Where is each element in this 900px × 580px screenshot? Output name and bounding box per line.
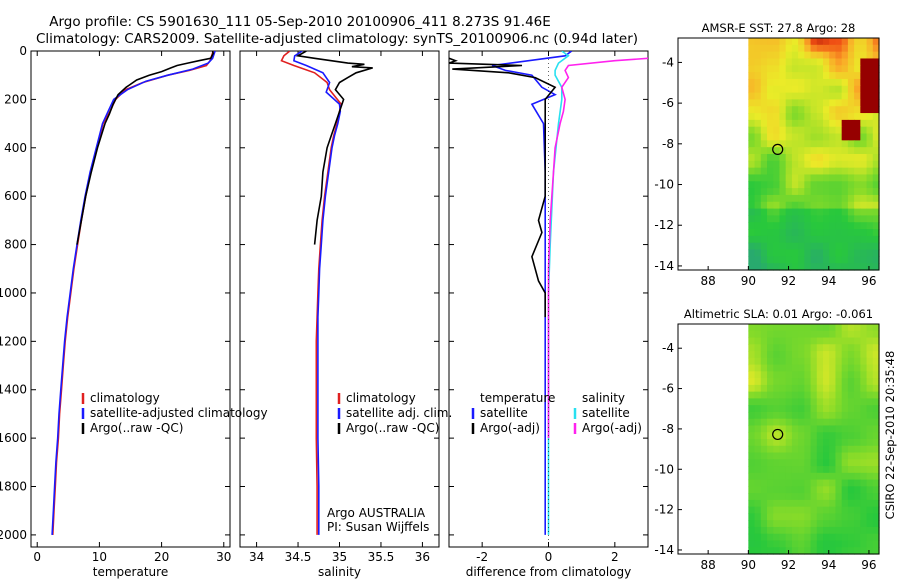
difference-legend-heading: temperature bbox=[480, 391, 555, 405]
salinity-annotation-line1: Argo AUSTRALIA bbox=[327, 506, 426, 520]
temperature-panel: 0 10 20 30 0 200 400 600 800 1000 1200 1400 1600 1800… bbox=[0, 44, 268, 579]
credit-text: CSIRO 22-Sep-2010 20:35:48 bbox=[883, 351, 897, 520]
temperature-legend-entry: Argo(..raw -QC) bbox=[90, 421, 183, 435]
salinity-xtick-label: 35 bbox=[332, 550, 347, 564]
depth-tick-label: 400 bbox=[4, 141, 27, 155]
sla_map-ytick-label: -10 bbox=[654, 462, 674, 476]
sst_map-ytick-label: -12 bbox=[654, 218, 674, 232]
sla_map-ytick-label: -6 bbox=[662, 382, 674, 396]
temperature-xtick-label: 10 bbox=[92, 550, 107, 564]
sla_map-ytick-label: -4 bbox=[662, 341, 674, 355]
temperature-series-black bbox=[76, 51, 215, 245]
difference-xlabel: difference from climatology bbox=[466, 565, 632, 579]
sst_map-panel: AMSR-E SST: 27.8 Argo: 28 88 90 92 94 96 -4 -6 -… bbox=[654, 21, 880, 288]
depth-tick-label: 1600 bbox=[0, 431, 27, 445]
salinity-xtick-label: 34.5 bbox=[285, 550, 312, 564]
temperature-legend-entry: satellite-adjusted climatology bbox=[90, 406, 268, 420]
sla_map-xtick-label: 88 bbox=[701, 558, 716, 572]
depth-tick-label: 2000 bbox=[0, 528, 27, 542]
difference-series-cyan bbox=[547, 51, 570, 535]
depth-tick-label: 0 bbox=[19, 44, 27, 58]
sst_map-axes-frame bbox=[677, 37, 880, 271]
depth-tick-label: 1000 bbox=[0, 286, 27, 300]
salinity-axes-frame bbox=[239, 50, 440, 548]
sst_map-argo-location-marker bbox=[772, 143, 784, 155]
temperature-xlabel: temperature bbox=[93, 565, 168, 579]
temperature-xtick-label: 0 bbox=[33, 550, 41, 564]
difference-temperature-legend-entry: Argo(-adj) bbox=[480, 421, 540, 435]
sst_map-xtick-label: 92 bbox=[781, 274, 796, 288]
temperature-series-red bbox=[52, 51, 214, 535]
sla_map-xtick-label: 96 bbox=[861, 558, 876, 572]
sla_map-ytick-label: -14 bbox=[654, 543, 674, 557]
temperature-legend-entry: climatology bbox=[90, 391, 160, 405]
difference-series-magenta bbox=[547, 57, 648, 439]
sst_map-ytick-label: -4 bbox=[662, 55, 674, 69]
sla_map-argo-location-marker bbox=[772, 428, 784, 441]
depth-tick-label: 800 bbox=[4, 238, 27, 252]
salinity-annotation-line2: PI: Susan Wijffels bbox=[327, 520, 429, 534]
sla_map-ytick-label: -8 bbox=[662, 422, 674, 436]
sst_map-xtick-label: 94 bbox=[821, 274, 836, 288]
temperature-series-blue bbox=[51, 51, 216, 535]
sst_map-title: AMSR-E SST: 27.8 Argo: 28 bbox=[702, 21, 856, 35]
temperature-xtick-label: 30 bbox=[216, 550, 231, 564]
sst_map-ytick-label: -8 bbox=[662, 137, 674, 151]
temperature-xtick-label: 20 bbox=[154, 550, 169, 564]
figure-title-line2: Climatology: CARS2009. Satellite-adjuste… bbox=[36, 31, 638, 47]
salinity-xtick-label: 34 bbox=[249, 550, 264, 564]
salinity-xlabel: salinity bbox=[318, 565, 361, 579]
sla_map-xtick-label: 90 bbox=[741, 558, 756, 572]
sla_map-title: Altimetric SLA: 0.01 Argo: -0.061 bbox=[684, 307, 873, 321]
sst_map-ytick-label: -10 bbox=[654, 178, 674, 192]
salinity-series-red bbox=[280, 51, 343, 535]
difference-salinity-legend-entry: satellite bbox=[582, 406, 630, 420]
sst_map-heatmap-cells bbox=[748, 38, 880, 271]
depth-tick-label: 1800 bbox=[0, 480, 27, 494]
depth-tick-label: 200 bbox=[4, 92, 27, 106]
temperature-axes-frame bbox=[30, 50, 231, 548]
salinity-legend-entry: satellite adj. clim. bbox=[346, 406, 452, 420]
difference-xtick-label: -2 bbox=[476, 550, 488, 564]
salinity-series-black bbox=[295, 51, 373, 245]
salinity-legend-entry: Argo(..raw -QC) bbox=[346, 421, 439, 435]
difference-temperature-legend-entry: satellite bbox=[480, 406, 528, 420]
sst_map-ytick-label: -14 bbox=[654, 259, 674, 273]
sst_map-xtick-label: 96 bbox=[861, 274, 876, 288]
depth-tick-label: 600 bbox=[4, 189, 27, 203]
sst_map-xtick-label: 90 bbox=[741, 274, 756, 288]
salinity-legend-entry: climatology bbox=[346, 391, 416, 405]
sst_map-xtick-label: 88 bbox=[701, 274, 716, 288]
sla_map-xtick-label: 92 bbox=[781, 558, 796, 572]
difference-xtick-label: 0 bbox=[545, 550, 553, 564]
salinity-xtick-label: 36 bbox=[415, 550, 430, 564]
sla_map-panel: Altimetric SLA: 0.01 Argo: -0.061 88 90 92 9… bbox=[654, 307, 880, 572]
salinity-xtick-label: 35.5 bbox=[368, 550, 395, 564]
sla_map-heatmap-cells bbox=[748, 324, 880, 555]
difference-xtick-label: 2 bbox=[611, 550, 619, 564]
sla_map-ytick-label: -12 bbox=[654, 503, 674, 517]
sla_map-axes-frame bbox=[677, 323, 880, 555]
sst_map-ytick-label: -6 bbox=[662, 96, 674, 110]
salinity-panel: 34 34.5 35 35.5 36 salinity climatologysatelli… bbox=[239, 50, 452, 579]
figure-title-line1: Argo profile: CS 5901630_111 05-Sep-2010… bbox=[49, 14, 551, 30]
depth-tick-label: 1200 bbox=[0, 334, 27, 348]
sla_map-xtick-label: 94 bbox=[821, 558, 836, 572]
difference-legend-heading: salinity bbox=[582, 391, 625, 405]
depth-tick-label: 1400 bbox=[0, 383, 27, 397]
difference-series-black bbox=[449, 57, 557, 318]
salinity-series-blue bbox=[293, 51, 342, 535]
difference-salinity-legend-entry: Argo(-adj) bbox=[582, 421, 642, 435]
